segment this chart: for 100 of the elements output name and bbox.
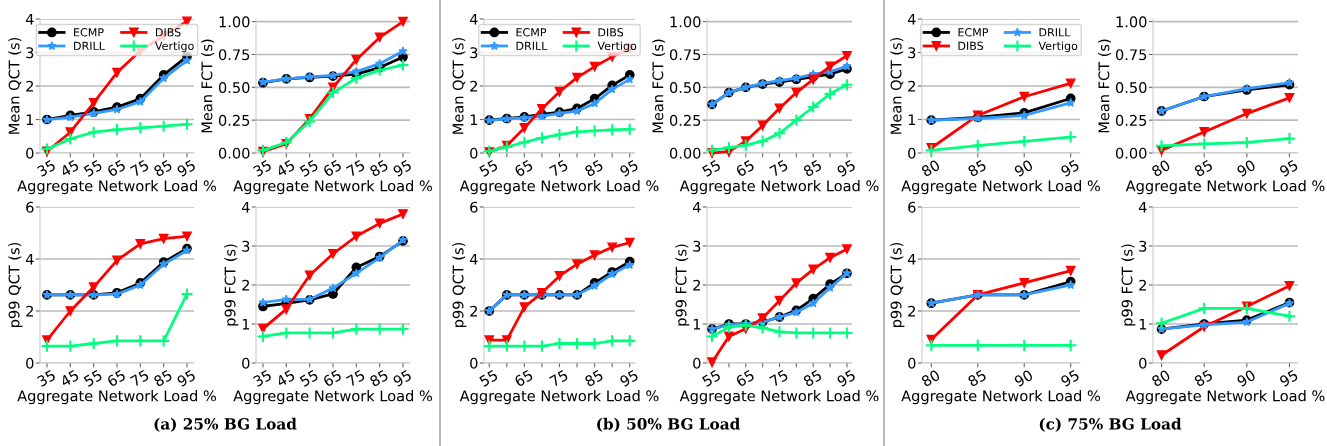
y-axis-title: p99 FCT (s) <box>1121 244 1136 326</box>
x-tick-label: 80 <box>920 159 941 178</box>
x-tick-label: 45 <box>275 369 296 388</box>
legend-label: Vertigo <box>155 41 194 53</box>
y-tick-label: 0 <box>242 357 250 369</box>
y-tick-label: 0.00 <box>669 147 701 159</box>
y-tick-label: 3 <box>26 47 34 59</box>
x-tick-label: 65 <box>735 159 755 178</box>
y-tick-label: 0.25 <box>218 114 250 126</box>
y-axis-title: Mean FCT (s) <box>201 39 215 133</box>
y-tick-label: 2 <box>908 305 915 317</box>
x-tick-label: 90 <box>1236 159 1257 178</box>
y-tick-label: 0.50 <box>669 82 701 94</box>
y-tick-label: 0.75 <box>218 49 250 61</box>
x-tick-label: 90 <box>1013 369 1034 388</box>
x-tick-label: 75 <box>769 159 789 178</box>
x-axis-title: Aggregate Network Load % <box>233 390 433 405</box>
y-tick-label: 3 <box>693 240 701 252</box>
y-tick-label: 0 <box>26 357 34 369</box>
x-tick-label: 55 <box>83 159 103 178</box>
x-tick-label: 35 <box>252 369 273 388</box>
y-tick-label: 0.75 <box>669 49 701 61</box>
y-tick-label: 4 <box>469 253 478 265</box>
x-tick-label: 65 <box>513 369 534 388</box>
legend-label: ECMP <box>516 28 547 37</box>
x-tick-label: 85 <box>1193 159 1214 178</box>
x-axis-title: Aggregate Network Load % <box>901 180 1101 195</box>
y-axis-title: p99 QCT (s) <box>890 242 905 327</box>
x-tick-label: 35 <box>36 369 57 388</box>
x-tick-label: 75 <box>549 159 569 178</box>
y-tick-label: 1 <box>908 114 916 126</box>
y-tick-label: 0 <box>908 147 916 159</box>
y-axis-title: p99 QCT (s) <box>452 242 467 327</box>
y-axis-title: Mean QCT (s) <box>8 37 22 134</box>
x-tick-label: 55 <box>701 159 722 178</box>
x-tick-label: 85 <box>967 159 987 178</box>
x-tick-label: 85 <box>153 369 173 388</box>
legend-label: DRILL <box>1039 28 1071 37</box>
x-tick-label: 55 <box>83 369 103 388</box>
x-tick-label: 55 <box>299 369 319 388</box>
x-tick-label: 65 <box>322 159 343 178</box>
y-tick-label: 0.25 <box>669 114 701 126</box>
y-tick-label: 3 <box>908 47 916 59</box>
x-tick-label: 65 <box>513 159 534 178</box>
x-axis-title: Aggregate Network Load % <box>233 180 433 195</box>
x-tick-label: 95 <box>836 369 856 388</box>
y-tick-label: 1 <box>26 114 34 126</box>
y-tick-label: 1.00 <box>670 16 701 28</box>
y-tick-label: 2 <box>470 305 477 317</box>
x-tick-label: 85 <box>802 369 823 388</box>
x-tick-label: 85 <box>967 369 987 388</box>
y-tick-label: 3 <box>1139 240 1147 252</box>
x-tick-label: 65 <box>106 159 127 178</box>
y-axis-title: p99 QCT (s) <box>8 242 23 327</box>
legend-label: DIBS <box>598 28 624 37</box>
x-tick-label: 95 <box>619 369 639 388</box>
x-axis-title: Aggregate Network Load % <box>17 180 217 195</box>
y-tick-label: 4 <box>907 253 916 265</box>
legend-label: DIBS <box>156 28 181 37</box>
x-tick-label: 95 <box>1278 159 1299 178</box>
x-tick-label: 95 <box>392 159 413 178</box>
y-tick-label: 4 <box>1138 201 1147 213</box>
y-axis-title: Mean QCT (s) <box>890 37 904 134</box>
text: (c) 75% BG Load <box>1039 417 1182 432</box>
y-tick-label: 2 <box>26 80 33 92</box>
y-tick-label: 6 <box>26 201 34 213</box>
x-tick-label: 95 <box>619 159 639 178</box>
x-axis-title: Aggregate Network Load % <box>679 390 879 405</box>
x-tick-label: 80 <box>1150 369 1171 388</box>
y-axis-title: Mean FCT (s) <box>1098 39 1112 133</box>
x-tick-label: 55 <box>478 159 499 178</box>
x-axis-title: Aggregate Network Load % <box>901 390 1101 405</box>
x-tick-label: 75 <box>130 369 150 388</box>
x-tick-label: 65 <box>106 369 127 388</box>
x-axis-title: Aggregate Network Load % <box>1125 390 1325 405</box>
x-tick-label: 95 <box>1278 369 1299 388</box>
y-tick-label: 6 <box>470 201 478 213</box>
y-tick-label: 0 <box>908 357 916 369</box>
x-tick-label: 95 <box>1060 159 1080 178</box>
y-tick-label: 4 <box>25 13 34 25</box>
x-tick-label: 75 <box>346 369 366 388</box>
y-tick-label: 0 <box>693 357 701 369</box>
y-tick-label: 0 <box>470 357 478 369</box>
y-tick-label: 3 <box>242 240 250 252</box>
y-tick-label: 6 <box>908 201 916 213</box>
legend-label: ECMP <box>958 28 989 37</box>
x-axis-title: Aggregate Network Load % <box>459 180 659 195</box>
x-tick-label: 80 <box>1150 159 1171 178</box>
y-tick-label: 1.00 <box>219 16 250 28</box>
x-tick-label: 75 <box>549 369 569 388</box>
x-tick-label: 85 <box>153 159 173 178</box>
x-axis-title: Aggregate Network Load % <box>679 180 879 195</box>
y-tick-label: 2 <box>470 80 477 92</box>
x-tick-label: 45 <box>59 159 80 178</box>
x-tick-label: 90 <box>1236 369 1257 388</box>
x-tick-label: 75 <box>130 159 150 178</box>
y-tick-label: 2 <box>693 279 700 291</box>
x-tick-label: 85 <box>584 159 604 178</box>
y-axis-title: p99 FCT (s) <box>675 244 690 326</box>
y-tick-label: 4 <box>907 13 916 25</box>
